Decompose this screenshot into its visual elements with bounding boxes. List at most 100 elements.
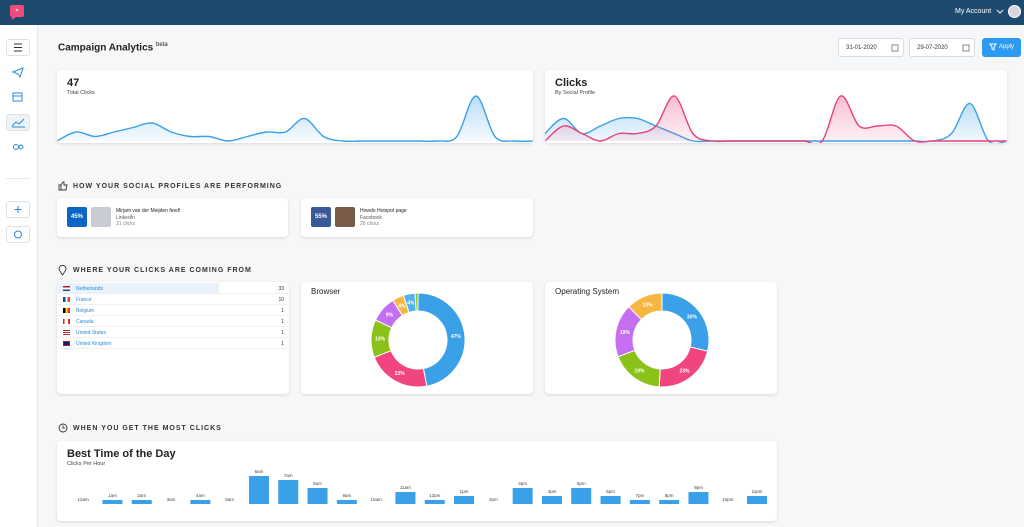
share-badge: 45% [67, 207, 87, 227]
country-row: France 10 [57, 294, 289, 305]
profile-clicks-card: Clicks By Social Profile [545, 70, 1007, 143]
country-row: United States 1 [57, 327, 289, 338]
calendar-icon[interactable] [11, 91, 25, 103]
title-text: Campaign Analytics [58, 42, 154, 54]
donut-slice [414, 292, 419, 312]
analytics-button[interactable] [6, 114, 30, 131]
hour-label: 8am [313, 481, 322, 486]
country-name[interactable]: Netherlands [76, 286, 103, 292]
bar [307, 488, 328, 504]
profile-avatar [335, 207, 355, 227]
slice-label: 47% [451, 334, 462, 340]
bar [541, 496, 562, 504]
date-text: 29-07-2020 [917, 45, 948, 51]
country-name[interactable]: Canada [76, 319, 94, 325]
country-count: 10 [278, 297, 284, 303]
hour-label: 1pm [460, 489, 469, 494]
country-name[interactable]: United Kingdom [76, 341, 112, 347]
slice-label: 19% [620, 330, 631, 336]
hour-label: 2am [137, 493, 146, 498]
profile-avatar [91, 207, 111, 227]
donut-slice [661, 292, 710, 352]
date-to[interactable]: 29-07-2020 [909, 38, 975, 57]
section-title: WHEN YOU GET THE MOST CLICKS [73, 425, 222, 432]
bar [571, 488, 592, 504]
sidebar [0, 25, 38, 527]
donut-slice [373, 350, 428, 388]
add-button[interactable] [6, 201, 30, 218]
hour-label: 5pm [577, 481, 586, 486]
country-row: Belgium 1 [57, 305, 289, 316]
clock-icon [58, 423, 68, 433]
globe-button[interactable] [6, 226, 30, 243]
slice-label: 30% [687, 314, 698, 320]
hour-label: 6pm [606, 489, 615, 494]
bar [659, 500, 680, 504]
hours-card: Best Time of the Day Clicks Per Hour 12am 1… [57, 441, 777, 521]
profile-card: 55% Howdo Hotspot page Facebook 26 click… [301, 198, 533, 237]
hour-label: 7am [284, 473, 293, 478]
country-count: 1 [281, 330, 284, 336]
chart: Operating System 30% 23% 19% 19% 13% [555, 287, 710, 388]
hour-label: 12pm [429, 493, 441, 498]
hour-label: 7pm [635, 493, 644, 498]
svg-text:”: ” [15, 9, 19, 16]
profile-name: Mirjam van der Meijden feed! [116, 208, 181, 214]
bar [424, 500, 445, 504]
donut-slice [628, 292, 663, 321]
avatar[interactable] [1008, 5, 1021, 18]
bar [395, 492, 416, 504]
hour-label: 11pm [752, 489, 763, 494]
slice-label: 23% [680, 368, 691, 374]
bar [336, 500, 357, 504]
area-line [57, 95, 533, 143]
country-row: United Kingdom 1 [57, 338, 289, 349]
chart-subtitle: Total Clicks [67, 90, 95, 96]
slice-label: 13% [375, 337, 386, 343]
os-card: Operating System 30% 23% 19% 19% 13% [545, 282, 777, 394]
bar [278, 480, 299, 504]
hour-label: 6am [255, 469, 264, 474]
hour-label: 5am [225, 497, 234, 502]
slice-label: 22% [395, 371, 406, 377]
bar [248, 476, 269, 504]
country-name[interactable]: Belgium [76, 308, 95, 314]
area-fill [545, 95, 1007, 143]
apply-button[interactable]: Apply [982, 38, 1021, 57]
slice-label: 19% [634, 368, 645, 374]
bar [688, 492, 709, 504]
country-count: 33 [278, 286, 284, 292]
hour-label: 12am [78, 497, 90, 502]
country-name[interactable]: France [76, 297, 92, 303]
account-menu[interactable]: My Account [955, 8, 992, 15]
campaign-icon[interactable] [11, 66, 25, 78]
hour-label: 1am [108, 493, 117, 498]
hour-label: 11am [400, 485, 411, 490]
menu-button[interactable] [6, 39, 30, 56]
date-from[interactable]: 31-01-2020 [838, 38, 904, 57]
chart-subtitle: Clicks Per Hour [67, 461, 105, 467]
chart-title: Operating System [555, 287, 619, 296]
hour-label: 10pm [722, 497, 734, 502]
countries-card: Netherlands 33 France 10 Belgium 1 Canada 1… [57, 282, 289, 394]
browser-card: Browser 47% 22% 13% 9% 4% 4% [301, 282, 533, 394]
hour-label: 9pm [694, 485, 703, 490]
slice-label: 4% [398, 303, 406, 309]
bar [454, 496, 475, 504]
slice-label: 4% [407, 300, 415, 306]
bar [747, 496, 768, 504]
chart: Browser 47% 22% 13% 9% 4% 4% [311, 287, 466, 388]
country-name[interactable]: United States [76, 330, 107, 336]
profile-network: Facebook [360, 215, 382, 221]
apply-text: Apply [999, 44, 1015, 50]
settings-icon[interactable] [11, 141, 25, 153]
chart-title: Clicks [555, 77, 587, 89]
page-title: Campaign Analytics beta [58, 42, 168, 53]
date-text: 31-01-2020 [846, 45, 877, 51]
country-count-row: 33 [57, 283, 289, 294]
logo[interactable]: ” [9, 4, 25, 21]
chart-subtitle: By Social Profile [555, 90, 595, 96]
